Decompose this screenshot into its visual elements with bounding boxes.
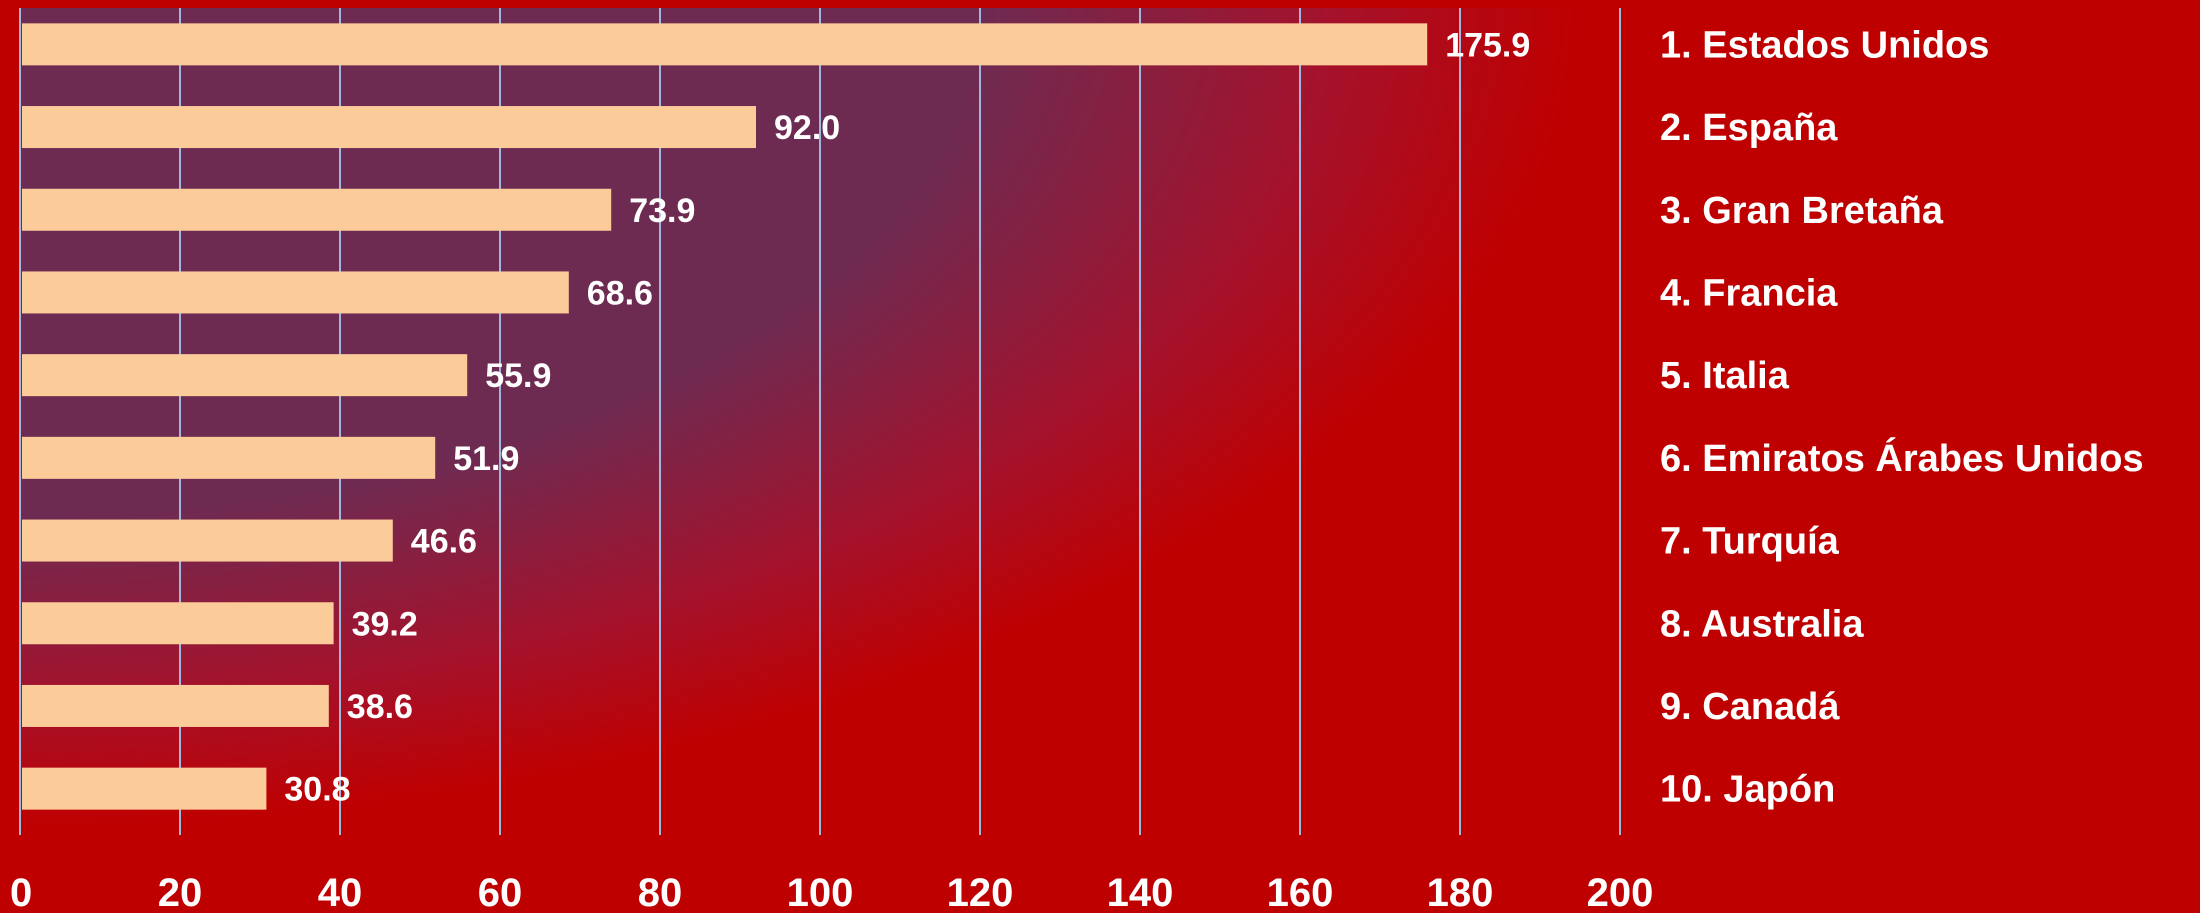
value-label: 73.9 [629, 192, 695, 230]
value-label: 46.6 [411, 523, 477, 561]
bar [22, 436, 436, 479]
bars [22, 23, 1428, 810]
value-label: 55.9 [485, 357, 551, 395]
x-tick-label: 100 [787, 871, 854, 913]
x-tick-label: 0 [10, 871, 32, 913]
bar [22, 602, 334, 645]
category-label: 6. Emiratos Árabes Unidos [1660, 436, 2144, 480]
value-label: 51.9 [453, 440, 519, 478]
value-label: 39.2 [352, 605, 418, 643]
x-tick-label: 40 [318, 871, 363, 913]
x-tick-label: 160 [1267, 871, 1334, 913]
value-labels: 175.9 92.0 73.9 68.6 55.9 51.9 46.6 39.2 38.6 30.… [284, 26, 1530, 808]
value-label: 38.6 [347, 688, 413, 726]
value-label: 92.0 [774, 109, 840, 147]
category-label: 9. Canadá [1660, 686, 1840, 728]
category-label: 8. Australia [1660, 603, 1864, 645]
category-label: 5. Italia [1660, 355, 1790, 397]
bar [22, 519, 393, 562]
bar [22, 354, 468, 397]
x-tick-label: 140 [1107, 871, 1174, 913]
x-tick-label: 20 [158, 871, 203, 913]
x-tick-label: 180 [1427, 871, 1494, 913]
x-tick-label: 60 [478, 871, 523, 913]
category-label: 4. Francia [1660, 272, 1838, 314]
category-label: 1. Estados Unidos [1660, 24, 1989, 66]
x-tick-label: 200 [1587, 871, 1654, 913]
bar [22, 23, 1428, 66]
value-label: 68.6 [587, 274, 653, 312]
bar [22, 106, 756, 149]
bar [22, 767, 267, 810]
category-labels: 1. Estados Unidos 2. España 3. Gran Bretañ… [1660, 24, 2144, 810]
bar [22, 271, 569, 314]
x-tick-label: 80 [638, 871, 683, 913]
bar [22, 188, 612, 231]
category-label: 7. Turquía [1660, 521, 1840, 563]
value-label: 175.9 [1445, 26, 1530, 64]
category-label: 10. Japón [1660, 769, 1835, 811]
x-tick-label: 120 [947, 871, 1014, 913]
category-label: 3. Gran Bretaña [1660, 190, 1944, 232]
value-label: 30.8 [284, 771, 350, 809]
x-axis-ticks: 0 20 40 60 80 100 120 140 160 180 200 [10, 871, 1653, 913]
category-label: 2. España [1660, 107, 1838, 149]
bar [22, 684, 329, 727]
